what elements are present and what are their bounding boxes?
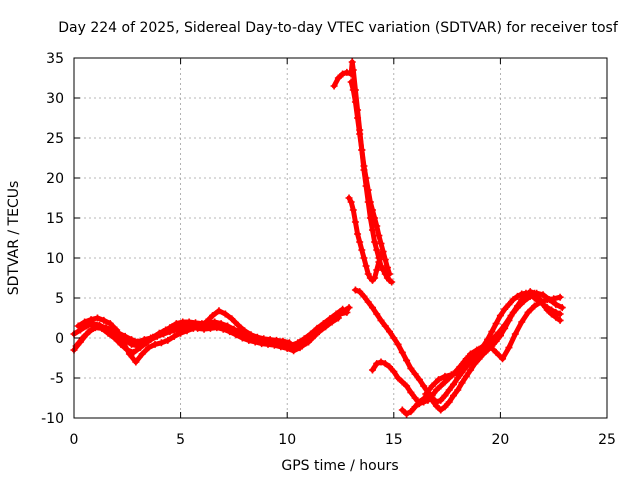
data-point — [388, 278, 396, 286]
y-tick-label: 35 — [46, 51, 64, 67]
series-track-4 — [72, 314, 342, 356]
data-point — [345, 304, 353, 312]
x-tick-label: 10 — [278, 432, 296, 448]
y-tick-label: 15 — [46, 211, 64, 227]
y-tick-label: -5 — [50, 371, 64, 387]
y-tick-label: 0 — [55, 331, 64, 347]
series-track-6 — [347, 78, 394, 278]
data-point — [386, 270, 394, 278]
data-point — [377, 250, 385, 258]
y-tick-label: 10 — [46, 251, 64, 267]
y-tick-label: -10 — [41, 411, 64, 427]
chart-title: Day 224 of 2025, Sidereal Day-to-day VTE… — [58, 20, 619, 36]
series-track-8 — [351, 286, 504, 406]
y-tick-label: 25 — [46, 131, 64, 147]
x-tick-label: 25 — [598, 432, 616, 448]
data-point — [556, 310, 564, 318]
data-point — [558, 304, 566, 312]
axis-ticks: 0 5 10 15 20 25 -10 -5 0 5 10 15 20 25 30 35 — [41, 51, 616, 448]
data-points — [70, 58, 566, 418]
series-track-7 — [345, 194, 385, 284]
x-tick-label: 20 — [491, 432, 509, 448]
data-point — [343, 308, 351, 316]
y-axis-label: SDTVAR / TECUs — [6, 181, 22, 296]
y-tick-label: 30 — [46, 91, 64, 107]
series-track-12 — [443, 289, 566, 384]
data-point — [334, 314, 342, 322]
y-tick-label: 20 — [46, 171, 64, 187]
x-tick-label: 15 — [385, 432, 403, 448]
grid — [74, 58, 607, 418]
data-point — [556, 293, 564, 301]
series-track-10 — [398, 288, 564, 418]
plot-frame — [73, 57, 608, 419]
y-tick-label: 5 — [55, 291, 64, 307]
data-point — [556, 316, 564, 324]
x-tick-label: 5 — [176, 432, 185, 448]
x-tick-label: 0 — [70, 432, 79, 448]
data-point-band — [506, 331, 518, 351]
x-axis-label: GPS time / hours — [281, 458, 398, 474]
